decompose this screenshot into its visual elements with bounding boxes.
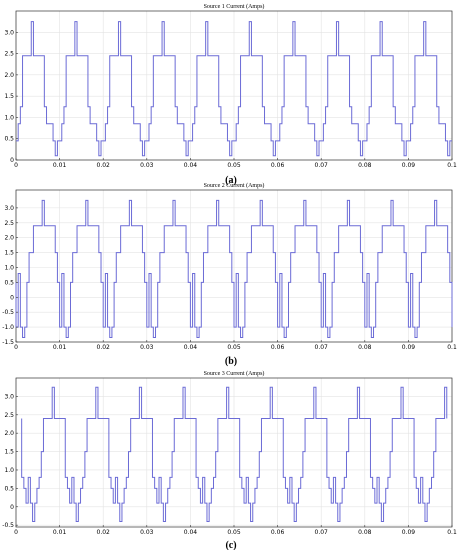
chart-2-title: Source 2 Current (Amps)	[204, 182, 265, 189]
chart-3-x-tick-label: 0.05	[227, 529, 241, 536]
chart-2-y-tick-label: 1.0	[4, 264, 14, 271]
chart-3-x-tick-label: 0.07	[315, 529, 329, 536]
chart-1-x-tick-label: 0.06	[271, 162, 285, 169]
chart-1-x-tick-label: 0.07	[315, 162, 329, 169]
chart-2-y-tick-label: 0	[10, 294, 14, 301]
chart-2-y-tick-label: -0.5	[2, 309, 14, 316]
chart-3-x-tick-label: 0.03	[140, 529, 154, 536]
chart-1-x-tick-label: 0.03	[140, 162, 154, 169]
chart-3-y-tick-label: 1.0	[4, 467, 14, 474]
chart-2-y-tick-label: -1.0	[2, 324, 14, 331]
chart-2-y-tick-label: -1.5	[2, 339, 14, 346]
chart-1-title: Source 1 Current (Amps)	[204, 3, 265, 10]
chart-3-title: Source 3 Current (Amps)	[204, 370, 265, 377]
chart-2-caption: (b)	[225, 356, 237, 367]
chart-2-y-tick-label: 2.5	[4, 220, 14, 227]
chart-2-y-tick-label: 3.0	[4, 205, 14, 212]
chart-1-y-tick-label: 3.0	[4, 29, 14, 36]
chart-1-x-tick-label: 0.04	[184, 162, 198, 169]
chart-3-x-tick-label: 0.08	[358, 529, 372, 536]
chart-2-y-tick-label: 1.5	[4, 250, 14, 257]
chart-2-x-tick-label: 0.08	[358, 344, 372, 351]
chart-1-x-tick-label: 0	[14, 162, 18, 169]
chart-2-x-tick-label: 0.01	[53, 344, 67, 351]
chart-3-y-tick-label: 0.5	[4, 485, 14, 492]
chart-3-x-tick-label: 0.09	[402, 529, 416, 536]
chart-1-series-line	[16, 21, 452, 157]
chart-2-x-tick-label: 0.09	[402, 344, 416, 351]
chart-3-y-tick-label: 2.5	[4, 412, 14, 419]
chart-2-series-line	[15, 199, 453, 339]
chart-2-x-tick-label: 0.02	[97, 344, 111, 351]
chart-1-y-tick-label: 1.5	[4, 93, 14, 100]
chart-2-x-tick-label: 0.1	[447, 344, 457, 351]
chart-1-x-tick-label: 0.09	[402, 162, 416, 169]
chart-2-x-tick-label: 0.07	[315, 344, 329, 351]
chart-2-y-tick-label: 0.5	[4, 279, 14, 286]
chart-1-x-tick-label: 0.08	[358, 162, 372, 169]
chart-2-x-tick-label: 0.03	[140, 344, 154, 351]
chart-1-y-tick-label: 0	[10, 157, 14, 164]
chart-1-x-tick-label: 0.05	[227, 162, 241, 169]
chart-1-y-tick-label: 0.5	[4, 136, 14, 143]
chart-2-x-tick-label: 0	[14, 344, 18, 351]
chart-1-y-tick-label: 2.5	[4, 51, 14, 58]
chart-3-x-tick-label: 0.06	[271, 529, 285, 536]
chart-1-y-tick-label: 1.0	[4, 114, 14, 121]
chart-3-y-tick-label: -0.5	[2, 522, 14, 529]
chart-3-y-tick-label: 3.0	[4, 393, 14, 400]
chart-3-x-tick-label: 0.01	[53, 529, 67, 536]
chart-3-y-tick-label: 2.0	[4, 430, 14, 437]
chart-3-x-tick-label: 0.04	[184, 529, 198, 536]
chart-3-x-tick-label: 0.1	[447, 529, 457, 536]
chart-3-x-tick-label: 0	[14, 529, 18, 536]
chart-2-y-tick-label: 2.0	[4, 235, 14, 242]
chart-2-x-tick-label: 0.06	[271, 344, 285, 351]
chart-3-y-tick-label: 0	[10, 504, 14, 511]
chart-1-caption: (a)	[225, 175, 237, 186]
chart-2-x-tick-label: 0.04	[184, 344, 198, 351]
chart-3-series-line	[21, 386, 448, 522]
chart-1-y-tick-label: 2.0	[4, 72, 14, 79]
chart-3-caption: (c)	[225, 540, 236, 550]
chart-3-x-tick-label: 0.02	[97, 529, 111, 536]
chart-3-y-tick-label: 1.5	[4, 449, 14, 456]
chart-1-x-tick-label: 0.1	[447, 162, 457, 169]
chart-1-x-tick-label: 0.02	[97, 162, 111, 169]
chart-2-x-tick-label: 0.05	[227, 344, 241, 351]
chart-1-x-tick-label: 0.01	[53, 162, 67, 169]
